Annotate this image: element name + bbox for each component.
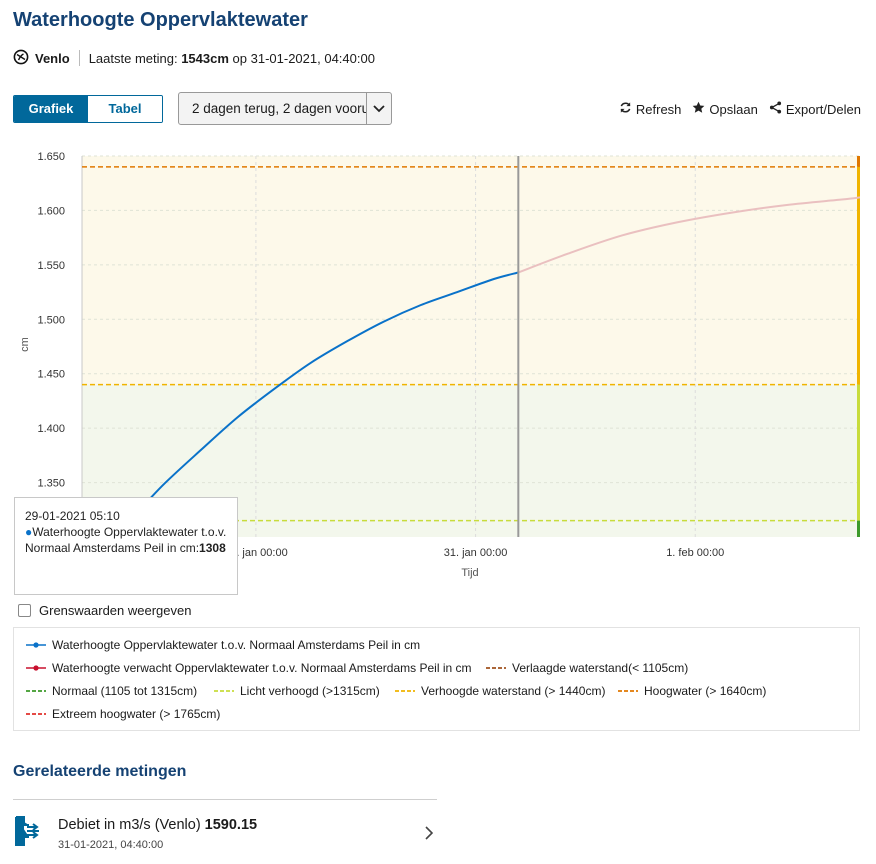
legend-item[interactable]: Normaal (1105 tot 1315cm): [26, 684, 197, 698]
series-line-gemeten: [104, 271, 519, 537]
measurement-meta: Venlo Laatste meting: 1543cm op 31-01-20…: [13, 48, 375, 68]
y-axis-label: cm: [19, 337, 31, 352]
y-tick-label: 1.650: [37, 151, 65, 163]
tooltip-date: 29-01-2021 05:10: [25, 509, 120, 523]
legend-swatch-icon: [26, 665, 46, 671]
tooltip-label: Waterhoogte Oppervlaktewater t.o.v. Norm…: [25, 525, 227, 555]
legend-item[interactable]: Verhoogde waterstand (> 1440cm): [395, 684, 605, 698]
checkbox-box[interactable]: [18, 604, 31, 617]
page-title: Waterhoogte Oppervlaktewater: [13, 9, 308, 31]
refresh-button[interactable]: Refresh: [619, 101, 682, 117]
related-item-title: Debiet in m3/s (Venlo) 1590.15: [58, 817, 257, 833]
last-measurement-value: 1543cm: [181, 50, 229, 66]
last-measurement-time: op 31-01-2021, 04:40:00: [232, 50, 375, 66]
related-item-debiet[interactable]: Debiet in m3/s (Venlo) 1590.15 31-01-2021…: [13, 812, 437, 857]
legend-item[interactable]: Extreem hoogwater (> 1765cm): [26, 707, 220, 721]
y-tick-label: 1.350: [37, 478, 65, 490]
legend-swatch-icon: [618, 690, 638, 692]
thresholds-checkbox-label: Grenswaarden weergeven: [39, 603, 192, 618]
y-tick-label: 1.550: [37, 260, 65, 272]
legend-label: Verhoogde waterstand (> 1440cm): [421, 684, 606, 698]
related-item-date: 31-01-2021, 04:40:00: [58, 839, 164, 851]
legend-item[interactable]: Verlaagde waterstand(< 1105cm): [486, 661, 688, 675]
y-tick-label: 1.500: [37, 314, 65, 326]
related-item-name: Debiet in m3/s (Venlo): [58, 817, 201, 833]
legend-item[interactable]: Licht verhoogd (>1315cm): [214, 684, 380, 698]
y-tick-label: 1.450: [37, 369, 65, 381]
x-tick-label: 1. feb 00:00: [666, 547, 724, 559]
related-item-value: 1590.15: [204, 817, 258, 833]
edge-bar-licht: [857, 384, 860, 521]
y-tick-label: 1.600: [37, 205, 65, 217]
legend-label: Licht verhoogd (>1315cm): [240, 684, 380, 698]
legend-swatch-icon: [486, 667, 506, 669]
tooltip-body: ●Waterhoogte Oppervlaktewater t.o.v. Nor…: [25, 524, 227, 556]
edge-bar-verhoogd: [857, 166, 860, 385]
export-label: Export/Delen: [785, 101, 861, 117]
location-name: Venlo: [35, 50, 70, 66]
x-axis-label: Tijd: [461, 567, 478, 579]
star-icon: [692, 101, 705, 117]
related-divider: [13, 799, 437, 800]
legend-label: Extreem hoogwater (> 1765cm): [52, 707, 221, 721]
chevron-down-icon: [366, 93, 391, 124]
meta-divider: [78, 50, 80, 66]
y-tick-label: 1.400: [37, 423, 65, 435]
legend-swatch-icon: [214, 690, 234, 692]
edge-bar-hoogwater: [857, 156, 860, 167]
x-tick-label: 30. jan 00:00: [224, 547, 288, 559]
chevron-right-icon: [425, 826, 434, 845]
x-tick-label: 31. jan 00:00: [444, 547, 508, 559]
refresh-label: Refresh: [635, 101, 682, 117]
tab-grafiek[interactable]: Grafiek: [14, 96, 88, 122]
related-heading: Gerelateerde metingen: [13, 763, 187, 780]
legend-swatch-icon: [26, 713, 46, 715]
location-icon: [13, 49, 29, 68]
tooltip-value: 1308: [199, 541, 226, 555]
legend-label: Hoogwater (> 1640cm): [644, 684, 767, 698]
legend-label: Waterhoogte verwacht Oppervlaktewater t.…: [52, 661, 472, 675]
thresholds-checkbox[interactable]: Grenswaarden weergeven: [18, 603, 191, 618]
range-select-value: 2 dagen terug, 2 dagen vooruit: [192, 101, 366, 116]
legend-label: Verlaagde waterstand(< 1105cm): [512, 661, 689, 675]
legend-item[interactable]: Waterhoogte Oppervlaktewater t.o.v. Norm…: [26, 638, 420, 652]
last-measurement-label: Laatste meting:: [88, 50, 178, 66]
save-label: Opslaan: [709, 101, 758, 117]
refresh-icon: [619, 101, 632, 117]
legend-item[interactable]: Hoogwater (> 1640cm): [618, 684, 766, 698]
legend-swatch-icon: [395, 690, 415, 692]
chart-legend: Waterhoogte Oppervlaktewater t.o.v. Norm…: [13, 627, 860, 731]
tab-tabel[interactable]: Tabel: [88, 96, 162, 122]
legend-swatch-icon: [26, 690, 46, 692]
view-toggle: Grafiek Tabel: [13, 95, 163, 123]
legend-item[interactable]: Waterhoogte verwacht Oppervlaktewater t.…: [26, 661, 472, 675]
chart-tooltip: 29-01-2021 05:10 ●Waterhoogte Oppervlakt…: [14, 497, 238, 595]
flow-icon: [15, 816, 43, 851]
legend-label: Waterhoogte Oppervlaktewater t.o.v. Norm…: [52, 638, 421, 652]
legend-swatch-icon: [26, 642, 46, 648]
range-select[interactable]: 2 dagen terug, 2 dagen vooruit: [178, 92, 392, 125]
series-dot-icon: ●: [25, 525, 33, 539]
share-icon: [769, 101, 782, 117]
series-line-verwacht: [517, 196, 860, 274]
save-button[interactable]: Opslaan: [692, 101, 758, 117]
zone-verhoogd: [82, 156, 860, 385]
chart-actions: Refresh Opslaan Export/Delen: [619, 101, 861, 117]
legend-label: Normaal (1105 tot 1315cm): [52, 684, 198, 698]
export-button[interactable]: Export/Delen: [769, 101, 861, 117]
edge-bar-normaal: [857, 520, 860, 537]
